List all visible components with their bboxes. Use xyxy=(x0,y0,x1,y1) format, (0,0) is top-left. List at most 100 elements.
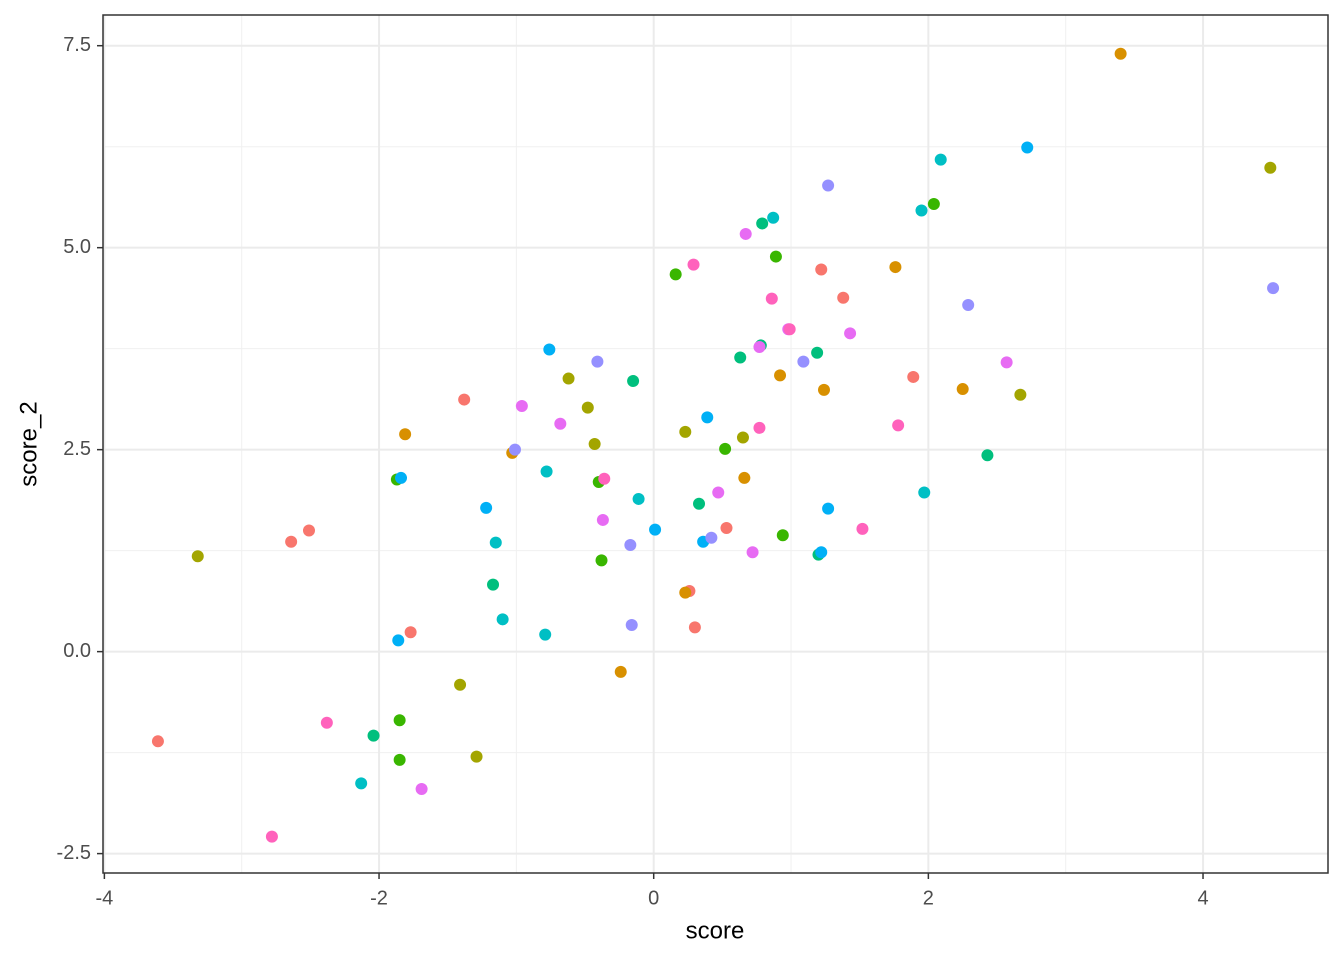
y-tick-label: 2.5 xyxy=(63,438,91,460)
point xyxy=(746,546,759,559)
point xyxy=(705,531,718,544)
point xyxy=(907,370,920,383)
point xyxy=(515,400,528,413)
point xyxy=(1264,161,1277,174)
point xyxy=(367,729,380,742)
point xyxy=(837,291,850,304)
point xyxy=(720,522,733,535)
point xyxy=(285,535,298,548)
y-tick-label: -2.5 xyxy=(57,842,91,864)
point xyxy=(1021,141,1034,154)
point xyxy=(701,411,714,424)
point xyxy=(649,523,662,536)
point xyxy=(1114,47,1127,60)
point xyxy=(355,777,368,790)
point xyxy=(753,341,766,354)
point xyxy=(822,502,835,515)
y-tick-label: 0.0 xyxy=(63,640,91,662)
point xyxy=(712,486,725,499)
point xyxy=(934,153,947,166)
point xyxy=(415,782,428,795)
point xyxy=(956,383,969,396)
y-tick-label: 5.0 xyxy=(63,236,91,258)
point xyxy=(822,179,835,192)
point xyxy=(738,471,751,484)
x-tick-label: 4 xyxy=(1197,887,1208,909)
point xyxy=(918,486,931,499)
point xyxy=(962,299,975,312)
point xyxy=(756,217,769,230)
point xyxy=(753,421,766,434)
point xyxy=(392,634,405,647)
point xyxy=(470,750,483,763)
point xyxy=(889,261,902,274)
panel-border xyxy=(102,14,1329,874)
point xyxy=(554,417,567,430)
point xyxy=(1000,356,1013,369)
x-tick-label: 0 xyxy=(648,887,659,909)
point xyxy=(981,449,994,462)
point xyxy=(265,830,278,843)
point xyxy=(739,227,752,240)
point xyxy=(540,465,553,478)
panel-background xyxy=(103,15,1328,873)
point xyxy=(625,618,638,631)
point xyxy=(783,323,796,336)
point xyxy=(595,554,608,567)
point xyxy=(892,419,905,432)
point xyxy=(915,204,928,217)
point xyxy=(669,268,682,281)
y-axis-title: score_2 xyxy=(15,401,42,486)
point xyxy=(1014,388,1027,401)
point xyxy=(811,346,824,359)
x-axis-title: score xyxy=(686,917,745,944)
point xyxy=(844,327,857,340)
point xyxy=(927,198,940,211)
point xyxy=(480,501,493,514)
point xyxy=(458,393,471,406)
point xyxy=(856,522,869,535)
point xyxy=(734,351,747,364)
point xyxy=(815,546,828,559)
point xyxy=(393,714,406,727)
point xyxy=(769,250,782,263)
point xyxy=(1267,282,1280,295)
point xyxy=(588,438,601,450)
point xyxy=(596,513,609,526)
point xyxy=(543,343,556,356)
point xyxy=(687,258,700,271)
point xyxy=(632,492,645,505)
point xyxy=(797,355,810,368)
x-tick-label: -2 xyxy=(370,887,388,909)
y-tick-label: 7.5 xyxy=(63,34,91,56)
point xyxy=(320,716,333,729)
point xyxy=(767,211,780,224)
point xyxy=(719,442,732,455)
point xyxy=(562,372,575,385)
point xyxy=(598,472,611,485)
point xyxy=(454,678,467,691)
point xyxy=(765,292,778,305)
point xyxy=(302,524,315,537)
point xyxy=(679,425,692,438)
point xyxy=(736,431,749,444)
point xyxy=(581,401,594,414)
point xyxy=(817,383,830,396)
point xyxy=(614,665,627,678)
point xyxy=(393,753,406,766)
point xyxy=(776,529,789,542)
point xyxy=(151,735,164,748)
point xyxy=(679,586,692,599)
point xyxy=(395,471,408,484)
point xyxy=(487,578,500,591)
point xyxy=(489,536,502,549)
point xyxy=(815,263,828,276)
point xyxy=(191,550,204,563)
point xyxy=(591,355,604,368)
point xyxy=(624,538,637,551)
point xyxy=(627,374,640,387)
point xyxy=(688,621,701,634)
point xyxy=(496,613,509,626)
